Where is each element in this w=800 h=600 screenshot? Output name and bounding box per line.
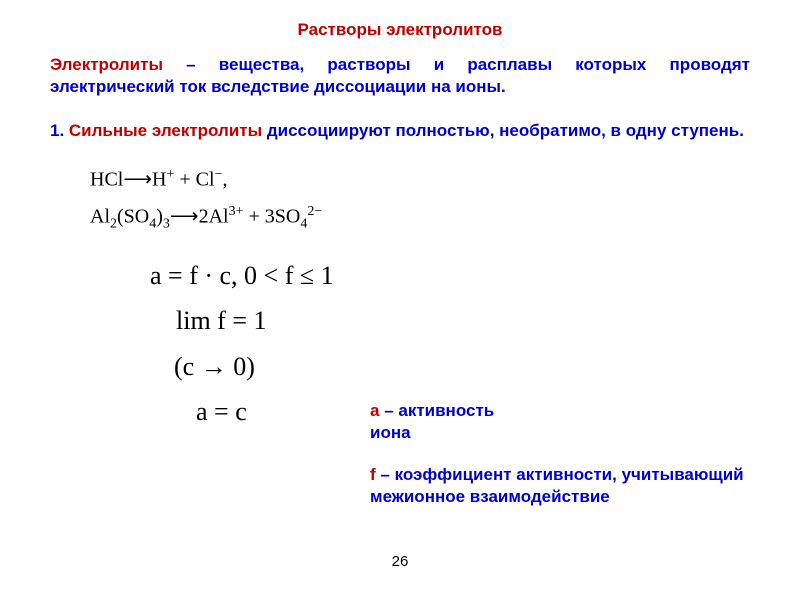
annotations: a – активность иона f – коэффициент акти… [370,400,800,508]
eq1-arrow: ⟶ [123,169,152,191]
annotation-a: a – активность иона [370,400,800,444]
eq2-so4b-sup: 2− [307,204,322,219]
title-text: Растворы электролитов [298,20,503,39]
eq1-tail: , [222,169,227,191]
definition-term: Электролиты [50,55,163,74]
eq2-close: ) [156,206,163,228]
eq2-arrow: ⟶ [170,206,199,228]
page-title: Растворы электролитов [50,20,750,40]
eq2-al2-sup: 3+ [229,204,244,219]
math-line-3: (c → 0) [174,346,750,388]
section-num: 1. [50,121,69,140]
section-rest: диссоциируют полностью, необратимо, в од… [262,121,744,140]
eq1-lhs: HCl [90,169,123,191]
eq2-plus: + [243,206,264,228]
eq2-al: Al [90,206,110,228]
page-number: 26 [392,553,409,570]
annotation-a-text: – активность [379,401,494,420]
section-label: Сильные электролиты [69,121,262,140]
definition-paragraph: Электролиты – вещества, растворы и распл… [50,54,750,98]
eq1-h: H [152,169,166,191]
annotation-f: f – коэффициент активности, учитывающий … [370,464,800,508]
eq2-so4b: SO [275,206,301,228]
annotation-f-text: – коэффициент активности, учитывающий ме… [370,465,744,506]
eq2-so4-sub2: 3 [163,217,170,232]
annotation-f-var: f [370,465,380,484]
math-line-2: lim f = 1 [176,300,750,342]
eq1-cl: Cl [196,169,215,191]
eq1-plus: + [174,169,195,191]
eq2-so4: (SO [117,206,149,228]
annotation-a-text2: иона [370,423,411,442]
eq2-coef1: 2 [199,206,209,228]
math-line-2-text: lim f = 1 [176,306,267,335]
eq2-al2: Al [209,206,229,228]
math-line-1: a = f · c, 0 < f ≤ 1 [150,255,750,297]
chemical-equations: HCl⟶H+ + Cl−, Al2(SO4)3⟶2Al3+ + 3SO42− [90,164,750,234]
eq2-al-sub: 2 [110,217,117,232]
eq2-coef2: 3 [265,206,275,228]
equation-2: Al2(SO4)3⟶2Al3+ + 3SO42− [90,201,750,235]
section-heading: 1. Сильные электролиты диссоциируют полн… [50,120,750,142]
equation-1: HCl⟶H+ + Cl−, [90,164,750,195]
